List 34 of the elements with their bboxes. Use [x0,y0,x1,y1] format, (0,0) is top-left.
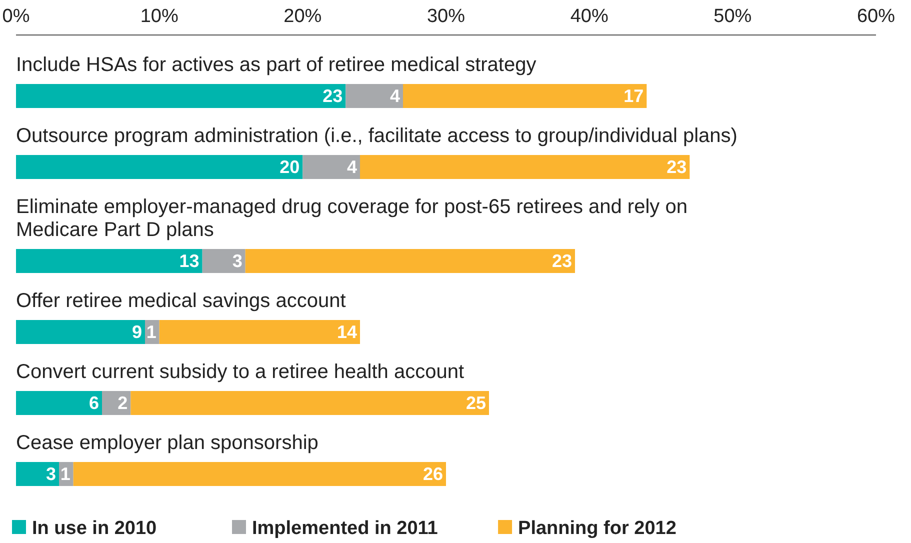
data-label: 9 [132,322,142,342]
y-tick-label: Eliminate employer-managed drug coverage for post-65 retirees and rely on Medicare Part D plans [16,196,688,241]
x-tick-label: 30% [426,6,466,27]
y-tick-label: Cease employer plan sponsorship [16,432,318,454]
x-tick-label: 50% [714,6,752,27]
y-tick-label: Offer retiree medical savings account [16,290,346,312]
y-tick-label: Convert current subsidy to a retiree health account [16,361,464,383]
data-label: 14 [336,322,357,342]
data-label: 1 [146,322,156,342]
legend-label: Implemented in 2011 [252,518,438,539]
legend-label: Planning for 2012 [518,518,676,539]
data-label: 3 [232,251,242,271]
x-tick-label: 60% [856,6,896,27]
x-tick-label: 20% [284,6,322,27]
data-label: 23 [552,251,572,271]
y-tick-label: Include HSAs for actives as part of retiree medical strategy [16,54,536,76]
x-tick-label: 10% [140,6,178,27]
data-label: 1 [60,464,70,484]
data-label: 26 [422,464,443,484]
x-tick-label: 40% [570,6,608,27]
data-label: 2 [118,393,128,413]
data-label: 20 [280,157,300,177]
data-label: 6 [88,393,99,413]
data-label: 4 [390,86,400,106]
legend-label: In use in 2010 [32,518,157,539]
data-label: 4 [346,157,357,177]
x-tick-label: 0% [2,6,30,27]
data-label: 3 [46,464,56,484]
y-tick-label: Outsource program administration (i.e., facilitate access to group/individual plans) [16,125,738,147]
data-label: 23 [666,157,687,177]
data-label: 17 [624,86,644,106]
data-label: 25 [466,393,486,413]
data-label: 13 [179,251,200,271]
data-label: 23 [322,86,343,106]
